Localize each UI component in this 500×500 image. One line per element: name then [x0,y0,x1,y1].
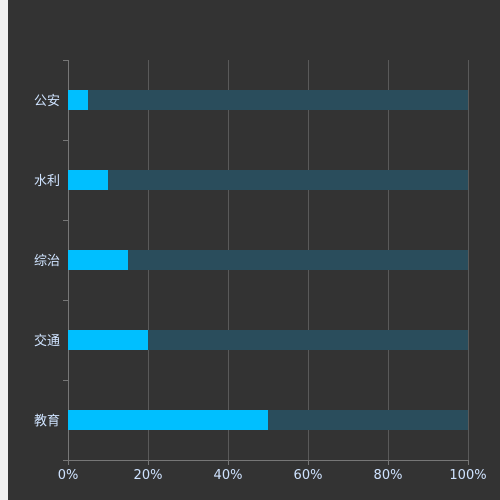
category-label: 教育 [34,413,60,429]
bar-track-0 [68,90,468,110]
x-tick-label: 80% [374,468,403,483]
bar-0 [68,90,88,110]
category-label: 综治 [34,254,60,269]
x-tick-label: 60% [294,468,323,483]
bar-2 [68,250,128,270]
bar-layer [68,90,468,430]
bar-track-1 [68,170,468,190]
bar-4 [68,410,268,430]
x-tick-label: 100% [449,468,486,483]
x-tick-label: 20% [134,468,163,483]
category-label: 公安 [34,94,60,109]
x-tick-label: 0% [58,468,79,483]
category-label: 交通 [34,333,60,349]
bar-3 [68,330,148,350]
bar-1 [68,170,108,190]
bar-track-3 [68,330,468,350]
bar-track-2 [68,250,468,270]
x-tick-label: 40% [214,468,243,483]
category-label: 水利 [34,174,60,189]
